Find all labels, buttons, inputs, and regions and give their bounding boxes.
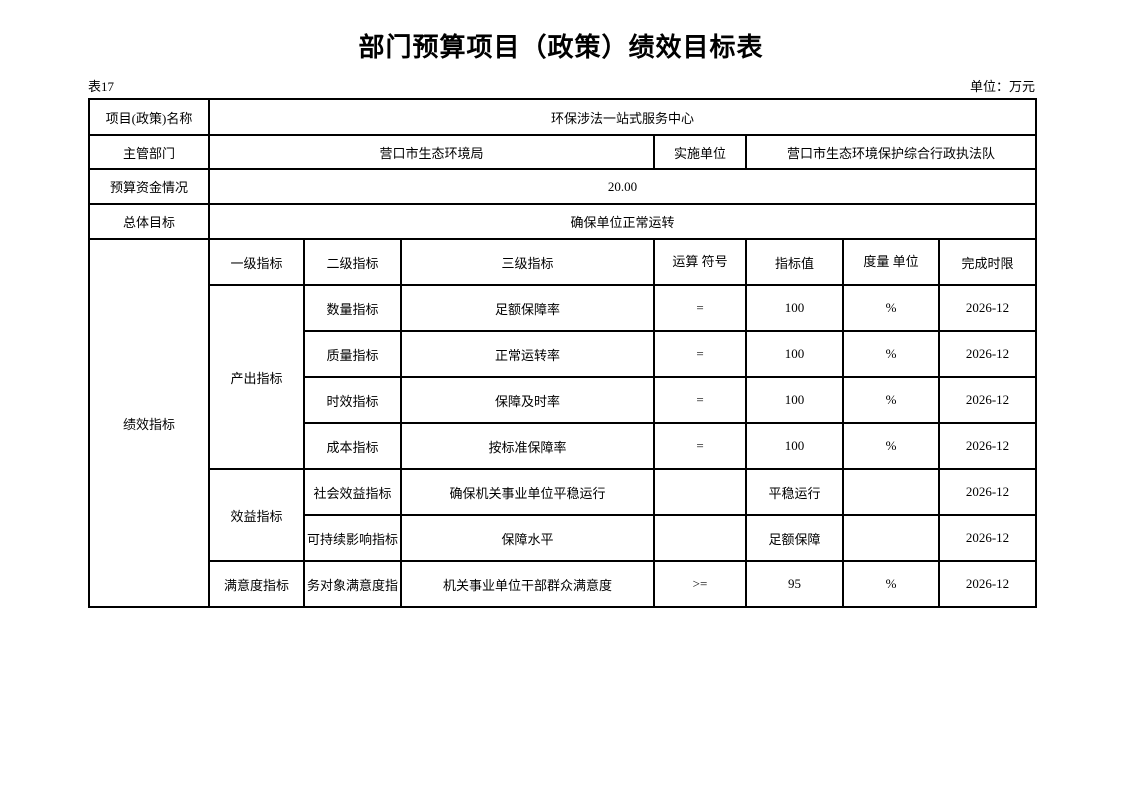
indicator-level2: 可持续影响指标 — [303, 514, 402, 562]
indicator-operator: = — [653, 284, 747, 332]
indicator-level2: 成本指标 — [303, 422, 402, 470]
indicator-value: 95 — [745, 560, 844, 608]
indicator-deadline: 2026-12 — [937, 376, 1038, 424]
header-value: 指标值 — [745, 238, 844, 286]
indicator-level2: 时效指标 — [303, 376, 402, 424]
indicator-row: 时效指标 保障及时率 = 100 % 2026-12 — [89, 376, 1038, 424]
project-name-value: 环保涉法一站式服务中心 — [207, 98, 1038, 136]
header-unit: 度量 单位 — [842, 238, 940, 286]
indicator-level2: 质量指标 — [303, 330, 402, 378]
table-row: 项目(政策)名称 环保涉法一站式服务中心 — [88, 98, 1038, 136]
header-operator: 运算 符号 — [653, 238, 747, 286]
indicator-value: 足额保障 — [745, 514, 844, 562]
project-name-label: 项目(政策)名称 — [88, 98, 210, 136]
indicator-level3: 机关事业单位干部群众满意度 — [400, 560, 655, 608]
unit-note: 单位：万元 — [969, 79, 1035, 94]
indicator-operator: = — [653, 330, 747, 378]
header-level2: 二级指标 — [303, 238, 402, 286]
impl-unit-label: 实施单位 — [653, 134, 747, 170]
indicator-deadline: 2026-12 — [937, 330, 1038, 378]
dept-value: 营口市生态环境局 — [208, 134, 655, 170]
table-row: 主管部门 营口市生态环境局 实施单位 营口市生态环境保护综合行政执法队 — [88, 134, 1038, 170]
indicator-unit: % — [842, 422, 940, 470]
overall-goal-label: 总体目标 — [88, 203, 210, 240]
indicator-row: 满意度指标 务对象满意度指 机关事业单位干部群众满意度 >= 95 % 2026… — [89, 560, 1038, 608]
indicator-level3: 保障水平 — [400, 514, 655, 562]
indicator-row: 成本指标 按标准保障率 = 100 % 2026-12 — [89, 422, 1038, 470]
budget-value: 20.00 — [207, 168, 1038, 205]
indicator-level3: 正常运转率 — [400, 330, 655, 378]
indicator-deadline: 2026-12 — [937, 560, 1038, 608]
table-row: 预算资金情况 20.00 — [88, 168, 1038, 205]
indicator-unit: % — [842, 330, 940, 378]
table-number: 表17 — [88, 79, 115, 94]
indicator-operator — [653, 468, 747, 516]
header-deadline: 完成时限 — [937, 238, 1038, 286]
indicator-unit — [842, 514, 940, 562]
indicator-row: 产出指标 数量指标 足额保障率 = 100 % 2026-12 — [89, 284, 1038, 470]
level1-group-satisfaction: 满意度指标 — [208, 560, 305, 608]
indicator-level3: 按标准保障率 — [400, 422, 655, 470]
indicator-header-row: 绩效指标 一级指标 二级指标 三级指标 运算 符号 指标值 度量 单位 完成时限 — [88, 238, 1038, 608]
indicator-deadline: 2026-12 — [937, 514, 1038, 562]
table-row: 总体目标 确保单位正常运转 — [88, 203, 1038, 240]
indicator-value: 100 — [745, 284, 844, 332]
indicator-value: 100 — [745, 330, 844, 378]
indicator-deadline: 2026-12 — [937, 422, 1038, 470]
indicator-section-label: 绩效指标 — [88, 238, 210, 608]
page-title: 部门预算项目（政策）绩效目标表 — [358, 32, 764, 62]
indicator-level2: 数量指标 — [303, 284, 402, 332]
indicator-deadline: 2026-12 — [937, 284, 1038, 332]
indicator-row: 效益指标 社会效益指标 确保机关事业单位平稳运行 平稳运行 2026-12 — [89, 468, 1038, 562]
indicator-deadline: 2026-12 — [937, 468, 1038, 516]
indicator-value: 平稳运行 — [745, 468, 844, 516]
indicator-row: 质量指标 正常运转率 = 100 % 2026-12 — [89, 330, 1038, 378]
indicator-operator: = — [653, 422, 747, 470]
header-level3: 三级指标 — [400, 238, 655, 286]
indicator-level3: 确保机关事业单位平稳运行 — [400, 468, 655, 516]
indicator-unit — [842, 468, 940, 516]
indicator-level2: 社会效益指标 — [303, 468, 402, 516]
performance-target-table: 项目(政策)名称 环保涉法一站式服务中心 主管部门 营口市生态环境局 实施单位 … — [88, 98, 1038, 608]
level1-group-output: 产出指标 — [208, 284, 305, 470]
indicator-value: 100 — [745, 376, 844, 424]
indicator-operator: = — [653, 376, 747, 424]
impl-unit-value: 营口市生态环境保护综合行政执法队 — [744, 134, 1038, 170]
indicator-unit: % — [842, 284, 940, 332]
indicator-level3: 足额保障率 — [400, 284, 655, 332]
indicator-level3: 保障及时率 — [400, 376, 655, 424]
indicator-level2: 务对象满意度指 — [303, 560, 402, 608]
meta-row: 表17 单位：万元 — [88, 76, 1035, 95]
level1-group-benefit: 效益指标 — [208, 468, 305, 562]
indicator-unit: % — [842, 376, 940, 424]
overall-goal-value: 确保单位正常运转 — [207, 203, 1038, 240]
indicator-row: 可持续影响指标 保障水平 足额保障 2026-12 — [89, 514, 1038, 562]
indicator-unit: % — [842, 560, 940, 608]
dept-label: 主管部门 — [88, 134, 210, 170]
indicator-value: 100 — [745, 422, 844, 470]
indicator-operator: >= — [653, 560, 747, 608]
budget-label: 预算资金情况 — [88, 168, 210, 205]
header-level1: 一级指标 — [208, 238, 305, 286]
indicator-operator — [653, 514, 747, 562]
